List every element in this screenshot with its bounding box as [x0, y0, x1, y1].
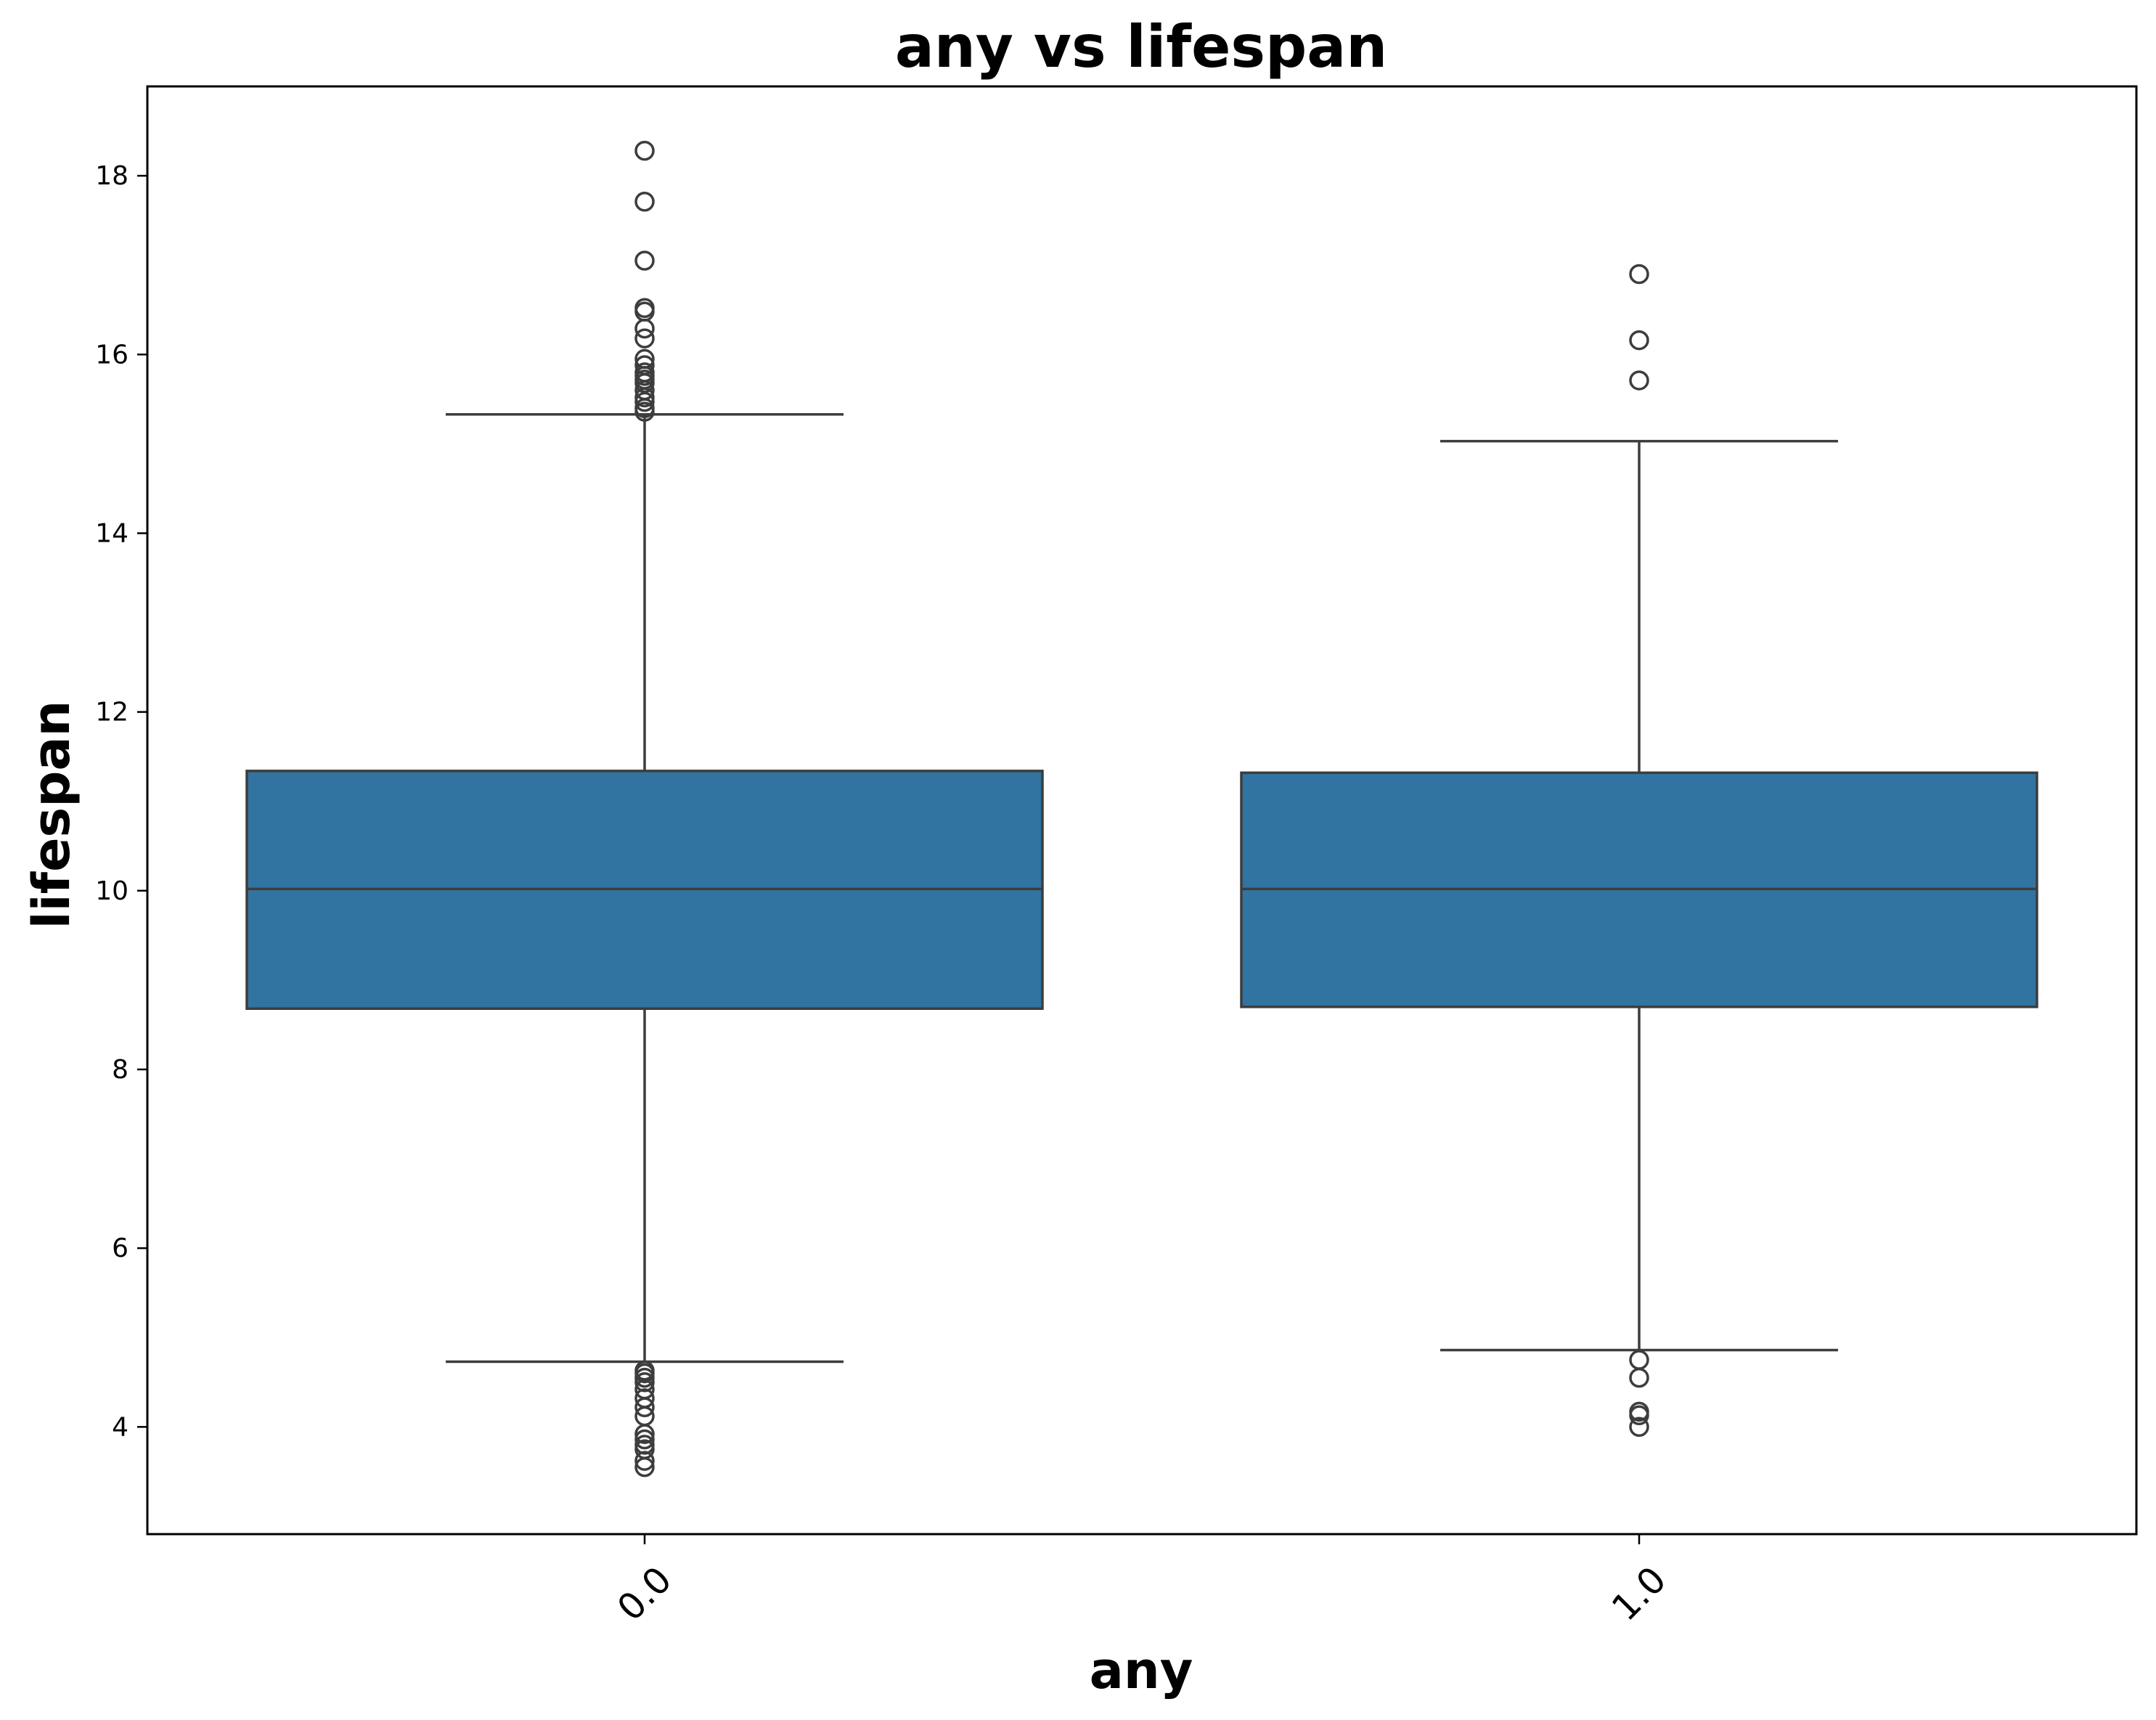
- box-1-outlier-point: [1629, 1350, 1649, 1370]
- box-1-outlier-point: [1629, 1417, 1649, 1438]
- y-tick-label: 8: [112, 1055, 128, 1085]
- plot-area: 0.0 1.0 4 6 8 10 12 14 16 18: [95, 85, 2138, 1629]
- box-0-outlier-point: [634, 318, 655, 339]
- box-0-outlier-point: [634, 328, 655, 349]
- plot-frame: [146, 85, 2138, 1536]
- box-0-outlier-point: [634, 391, 655, 412]
- y-tick-label: 12: [95, 698, 128, 727]
- box-1-outlier-point: [1629, 330, 1649, 351]
- box-1-outlier-point: [1629, 1405, 1649, 1426]
- box-1-outlier-point: [1629, 1367, 1649, 1388]
- y-tick-label: 6: [112, 1234, 128, 1263]
- box-0-outlier-point: [634, 1372, 655, 1393]
- box-0-outlier-point: [634, 1424, 655, 1444]
- box-1-outlier-point: [1629, 370, 1649, 391]
- chart-title: any vs lifespan: [895, 13, 1387, 81]
- y-tick-label: 10: [95, 876, 128, 906]
- box-0-outlier-point: [634, 192, 655, 212]
- box-1-outlier-point: [1629, 264, 1649, 285]
- box-0-outlier-point: [634, 372, 655, 394]
- y-tick-label: 14: [95, 518, 128, 548]
- y-tick-label: 16: [95, 340, 128, 370]
- y-tick-label: 4: [112, 1412, 128, 1442]
- box-0-outlier-point: [634, 1397, 655, 1417]
- box-0-outlier-point: [634, 1429, 655, 1450]
- x-axis-label: any: [1090, 1641, 1193, 1700]
- x-tick-label: 0.0: [609, 1558, 679, 1629]
- box-0-outlier-point: [634, 140, 655, 161]
- box-0-outlier-point: [634, 250, 655, 271]
- box-0-outlier-point: [634, 1456, 655, 1478]
- box-0-outlier-point: [634, 402, 655, 422]
- x-tick-label: 1.0: [1604, 1558, 1674, 1629]
- y-axis-label: lifespan: [22, 701, 81, 929]
- y-tick-label: 18: [95, 161, 128, 191]
- box-0-outlier-point: [634, 1451, 655, 1471]
